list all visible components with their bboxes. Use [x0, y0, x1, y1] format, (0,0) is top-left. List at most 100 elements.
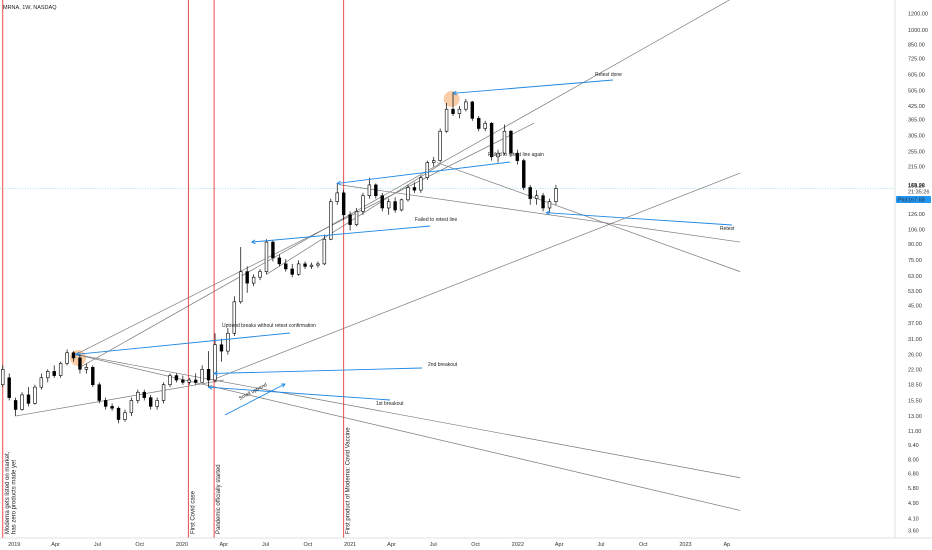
candle-body	[380, 195, 384, 209]
candle-body	[509, 130, 513, 154]
y-tick-label: 9.40	[908, 443, 919, 449]
y-tick-label: 8.00	[908, 457, 919, 463]
candle-body	[290, 268, 294, 275]
candle-body	[303, 263, 307, 267]
candle-body	[103, 400, 108, 407]
candle-body	[432, 160, 436, 163]
candle-body	[348, 214, 352, 225]
annotation-arrowhead	[545, 210, 551, 216]
y-axis[interactable]: 1200.00 1000.00 850.00 725.00 605.00 505.00 42…	[894, 0, 928, 538]
candle-body	[464, 101, 468, 110]
candle-body	[129, 400, 134, 414]
candle-body	[39, 377, 44, 388]
candle-body	[161, 384, 166, 401]
candle-body	[142, 391, 146, 398]
y-tick-label: 75.00	[908, 258, 922, 264]
candle-body	[522, 160, 526, 188]
candle-body	[541, 195, 545, 209]
annotation-arrow	[75, 332, 291, 355]
arrow-layer	[74, 79, 733, 416]
candle-body	[496, 152, 500, 158]
candle-body	[502, 130, 507, 154]
x-tick-label: 2019	[8, 542, 20, 548]
y-tick-label: 126.00	[908, 212, 925, 218]
event-label: Pandemic officially started	[216, 464, 222, 534]
event-label: Moderna gets listed on market,	[5, 451, 11, 534]
candle-body	[399, 199, 404, 211]
plot-value-box	[896, 196, 931, 204]
y-tick-label: 215.00	[908, 165, 925, 171]
candle-body	[322, 238, 327, 265]
annotation-label: Failed to retest line again	[488, 152, 544, 158]
y-tick-label: 63.00	[908, 274, 922, 280]
candle-body	[251, 276, 256, 284]
candle-body	[264, 241, 269, 272]
candle-body	[200, 369, 204, 383]
candle-body	[554, 188, 558, 202]
annotation-label: 2nd breakout	[428, 362, 458, 368]
annotation-arrow	[214, 367, 423, 374]
annotation-arrow	[546, 212, 733, 226]
x-axis[interactable]: 2019 Apr Jul Oct 2020 Apr Jul Oct 2021 Apr Jul Oct 2…	[0, 537, 932, 548]
candle-body	[7, 377, 11, 398]
y-tick-label: 26.00	[908, 352, 922, 358]
candle-body	[194, 379, 198, 383]
candle-body	[489, 122, 494, 158]
candle-body	[213, 344, 217, 381]
annotation-label: 1st breakout	[376, 401, 404, 407]
candle-body	[174, 375, 179, 381]
candle-body	[91, 367, 95, 386]
candle-body	[393, 201, 397, 211]
candle-body	[515, 152, 520, 161]
candle-body	[58, 363, 63, 376]
vertical-line-layer: Moderna gets listed on market, has zero p…	[2, 0, 352, 538]
x-tick-label: Oct	[639, 542, 648, 548]
candle-body	[367, 184, 372, 196]
x-tick-label: Jul	[430, 542, 437, 548]
annotation-label: Failed to retest line	[415, 217, 457, 223]
y-tick-label: 45.00	[908, 304, 922, 310]
candle-body	[296, 263, 301, 275]
candle-body	[116, 407, 121, 420]
candle-body	[33, 386, 37, 404]
annotation-arrow	[251, 225, 431, 243]
annotation-label: Uptrend breaks without retest confirmati…	[222, 323, 316, 329]
candle-body	[309, 264, 314, 267]
trend-line	[266, 164, 441, 275]
annotation-arrowhead	[250, 239, 256, 245]
y-tick-label: 305.00	[908, 134, 925, 140]
candle-body	[187, 379, 191, 383]
y-tick-label: 255.00	[908, 149, 925, 155]
y-tick-label: 22.00	[908, 367, 922, 373]
y-tick-label: 605.00	[908, 73, 925, 79]
y-tick-label: 18.50	[908, 383, 922, 389]
y-tick-label: 365.00	[908, 118, 925, 124]
candle-body	[245, 271, 249, 284]
candle-body	[20, 394, 24, 410]
candle-body	[168, 375, 172, 386]
annotation-arrow	[452, 79, 614, 94]
candle-body	[470, 101, 475, 119]
candle-body	[438, 130, 442, 161]
candle-body	[547, 201, 552, 209]
trend-line	[211, 172, 741, 381]
x-tick-label: Apr	[387, 542, 396, 548]
candle-body	[232, 301, 237, 334]
candle-body	[181, 379, 185, 383]
annotation-arrowhead	[280, 383, 286, 388]
trend-line	[15, 379, 224, 417]
candle-body	[226, 332, 230, 352]
candle-body	[534, 195, 539, 199]
trend-line	[79, 0, 731, 368]
y-tick-label: 90.00	[908, 242, 922, 248]
last-price-label: 168.26	[908, 184, 925, 190]
annotation-arrow	[208, 386, 391, 401]
candle-body	[13, 400, 18, 410]
candle-body	[136, 391, 140, 401]
candle-body	[316, 263, 320, 266]
y-tick-label: 4.10	[908, 517, 919, 523]
candle-body	[419, 177, 423, 191]
